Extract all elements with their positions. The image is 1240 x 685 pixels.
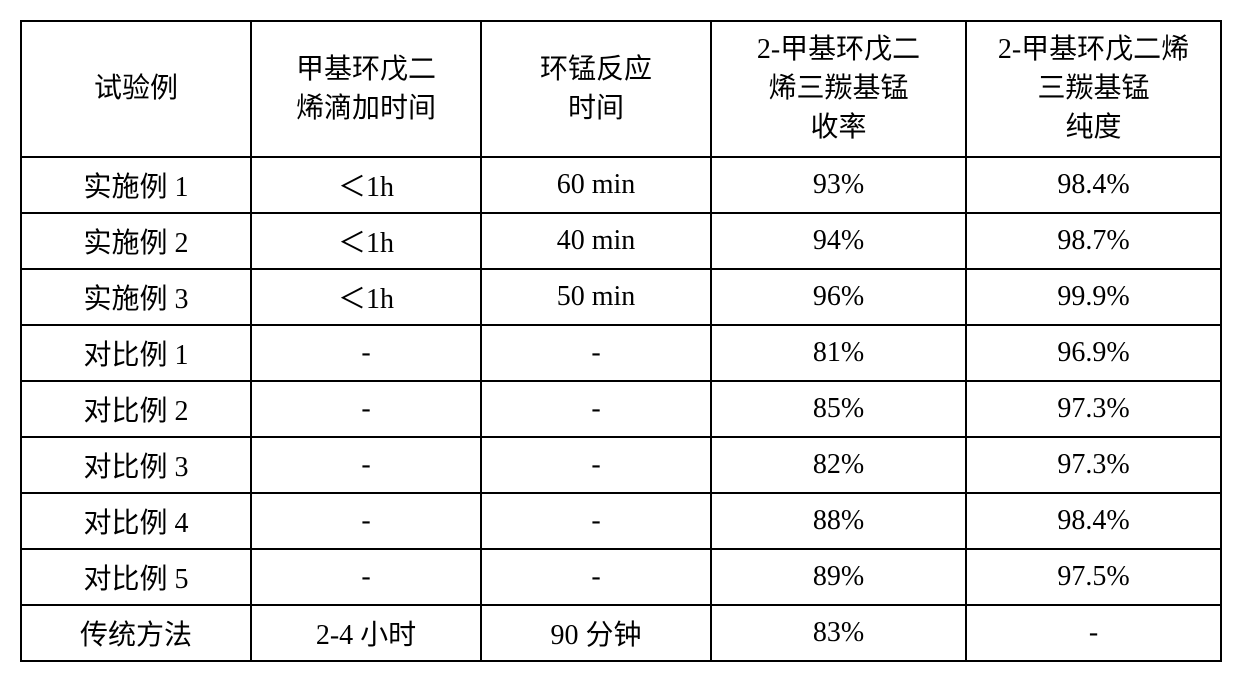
cell-trial: 实施例 1 xyxy=(21,157,251,213)
cell-reaction-time: - xyxy=(481,325,711,381)
cell-addition-time: ＜1h xyxy=(251,213,481,269)
cell-reaction-time: - xyxy=(481,549,711,605)
table-header-row: 试验例 甲基环戊二烯滴加时间 环锰反应时间 2-甲基环戊二烯三羰基锰收率 2-甲… xyxy=(21,21,1221,157)
column-header-trial: 试验例 xyxy=(21,21,251,157)
cell-reaction-time: - xyxy=(481,437,711,493)
table-row: 传统方法 2-4 小时 90 分钟 83% - xyxy=(21,605,1221,661)
cell-yield: 83% xyxy=(711,605,966,661)
cell-yield: 93% xyxy=(711,157,966,213)
cell-reaction-time: - xyxy=(481,381,711,437)
cell-yield: 85% xyxy=(711,381,966,437)
cell-trial: 传统方法 xyxy=(21,605,251,661)
cell-addition-time: - xyxy=(251,325,481,381)
cell-purity: 97.5% xyxy=(966,549,1221,605)
cell-addition-time: ＜1h xyxy=(251,157,481,213)
cell-reaction-time: 90 分钟 xyxy=(481,605,711,661)
column-header-addition-time: 甲基环戊二烯滴加时间 xyxy=(251,21,481,157)
cell-trial: 对比例 5 xyxy=(21,549,251,605)
column-header-reaction-time: 环锰反应时间 xyxy=(481,21,711,157)
cell-reaction-time: 50 min xyxy=(481,269,711,325)
table-row: 实施例 1 ＜1h 60 min 93% 98.4% xyxy=(21,157,1221,213)
cell-addition-time: - xyxy=(251,437,481,493)
cell-yield: 96% xyxy=(711,269,966,325)
table-row: 实施例 3 ＜1h 50 min 96% 99.9% xyxy=(21,269,1221,325)
cell-purity: 98.4% xyxy=(966,493,1221,549)
cell-trial: 实施例 2 xyxy=(21,213,251,269)
cell-yield: 88% xyxy=(711,493,966,549)
table-row: 对比例 1 - - 81% 96.9% xyxy=(21,325,1221,381)
cell-trial: 对比例 3 xyxy=(21,437,251,493)
cell-purity: 97.3% xyxy=(966,381,1221,437)
cell-addition-time: 2-4 小时 xyxy=(251,605,481,661)
cell-addition-time: - xyxy=(251,549,481,605)
cell-purity: 96.9% xyxy=(966,325,1221,381)
column-header-yield: 2-甲基环戊二烯三羰基锰收率 xyxy=(711,21,966,157)
table-body: 实施例 1 ＜1h 60 min 93% 98.4% 实施例 2 ＜1h 40 … xyxy=(21,157,1221,661)
column-header-purity: 2-甲基环戊二烯三羰基锰纯度 xyxy=(966,21,1221,157)
table-row: 对比例 2 - - 85% 97.3% xyxy=(21,381,1221,437)
cell-yield: 81% xyxy=(711,325,966,381)
cell-reaction-time: 40 min xyxy=(481,213,711,269)
cell-yield: 94% xyxy=(711,213,966,269)
experiment-results-table: 试验例 甲基环戊二烯滴加时间 环锰反应时间 2-甲基环戊二烯三羰基锰收率 2-甲… xyxy=(20,20,1222,662)
table-row: 实施例 2 ＜1h 40 min 94% 98.7% xyxy=(21,213,1221,269)
cell-reaction-time: - xyxy=(481,493,711,549)
table-row: 对比例 5 - - 89% 97.5% xyxy=(21,549,1221,605)
cell-trial: 对比例 4 xyxy=(21,493,251,549)
cell-reaction-time: 60 min xyxy=(481,157,711,213)
cell-trial: 对比例 1 xyxy=(21,325,251,381)
cell-addition-time: ＜1h xyxy=(251,269,481,325)
table-row: 对比例 4 - - 88% 98.4% xyxy=(21,493,1221,549)
cell-purity: 99.9% xyxy=(966,269,1221,325)
cell-addition-time: - xyxy=(251,381,481,437)
cell-trial: 对比例 2 xyxy=(21,381,251,437)
cell-purity: 98.7% xyxy=(966,213,1221,269)
cell-purity: 98.4% xyxy=(966,157,1221,213)
table-row: 对比例 3 - - 82% 97.3% xyxy=(21,437,1221,493)
cell-trial: 实施例 3 xyxy=(21,269,251,325)
cell-purity: - xyxy=(966,605,1221,661)
cell-yield: 82% xyxy=(711,437,966,493)
cell-yield: 89% xyxy=(711,549,966,605)
cell-purity: 97.3% xyxy=(966,437,1221,493)
cell-addition-time: - xyxy=(251,493,481,549)
